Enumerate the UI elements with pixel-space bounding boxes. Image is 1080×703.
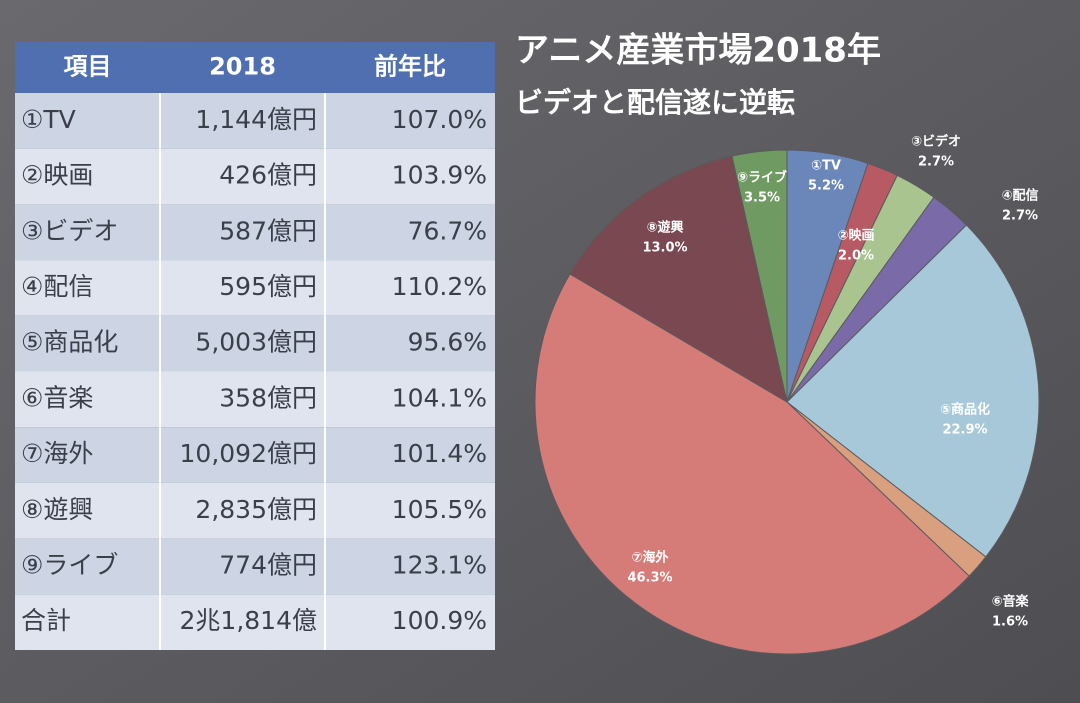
pie-slice bbox=[569, 155, 788, 404]
table-row-bg bbox=[15, 260, 495, 316]
slice-label: ④配信 bbox=[1001, 188, 1038, 204]
table-cell: ⑥音楽 bbox=[21, 383, 93, 412]
pie-slice bbox=[786, 224, 1040, 558]
table-cell: 合計 bbox=[21, 606, 71, 635]
table-cell: 95.6% bbox=[408, 328, 487, 357]
pie-slice bbox=[534, 273, 970, 655]
table-cell: ⑤商品化 bbox=[21, 328, 118, 357]
table-cell: 2兆1,814億 bbox=[180, 606, 317, 635]
table-cell: ⑧遊興 bbox=[21, 495, 93, 524]
table-row-bg bbox=[15, 148, 495, 205]
table-header-cell: 2018 bbox=[209, 53, 276, 81]
table-cell: 587億円 bbox=[219, 216, 317, 245]
slice-value-label: 3.5% bbox=[744, 191, 780, 206]
table-cell: 358億円 bbox=[219, 383, 317, 412]
slice-label: ⑧遊興 bbox=[646, 220, 683, 236]
table-cell: 100.9% bbox=[392, 606, 487, 635]
slice-label: ①TV bbox=[811, 159, 841, 174]
slice-value-label: 2.7% bbox=[918, 155, 954, 170]
slice-value-label: 46.3% bbox=[627, 571, 672, 586]
table-cell: ⑨ライブ bbox=[21, 550, 118, 579]
table-cell: ②映画 bbox=[21, 161, 93, 190]
slice-value-label: 2.0% bbox=[838, 249, 874, 264]
table-row-bg bbox=[15, 427, 495, 483]
table-cell: 107.0% bbox=[392, 105, 487, 134]
table-cell: 774億円 bbox=[219, 550, 317, 579]
table-row-bg bbox=[15, 538, 495, 595]
table-row-bg bbox=[15, 482, 495, 539]
table-cell: 101.4% bbox=[392, 439, 487, 468]
slice-label: ⑥音楽 bbox=[991, 594, 1029, 610]
table-cell: 104.1% bbox=[392, 383, 487, 412]
table-cell: 123.1% bbox=[392, 550, 487, 579]
table-row-bg bbox=[15, 371, 495, 428]
slice-value-label: 2.7% bbox=[1002, 209, 1038, 224]
table-cell: 426億円 bbox=[219, 161, 317, 190]
slice-label: ⑨ライブ bbox=[737, 170, 787, 186]
table-cell: 103.9% bbox=[392, 161, 487, 190]
table-header-cell: 項目 bbox=[64, 53, 112, 81]
slice-value-label: 22.9% bbox=[942, 423, 987, 438]
table-cell: 105.5% bbox=[392, 495, 487, 524]
pie-slice bbox=[731, 149, 788, 403]
slice-value-label: 1.6% bbox=[992, 615, 1028, 630]
table-cell: ⑦海外 bbox=[21, 439, 93, 468]
table-cell: 5,003億円 bbox=[195, 328, 317, 357]
table-row-bg bbox=[15, 204, 495, 261]
table-cell: ①TV bbox=[21, 105, 76, 134]
slice-label: ⑦海外 bbox=[631, 550, 668, 566]
chart-title: アニメ産業市場2018年 bbox=[515, 31, 881, 71]
table-cell: 1,144億円 bbox=[195, 105, 317, 134]
table-row-bg bbox=[15, 594, 495, 650]
slice-label: ③ビデオ bbox=[911, 134, 961, 150]
table-cell: 2,835億円 bbox=[195, 495, 317, 524]
table-row-bg bbox=[15, 93, 495, 149]
table-cell: ④配信 bbox=[21, 272, 93, 301]
slice-value-label: 5.2% bbox=[808, 179, 844, 194]
slice-label: ⑤商品化 bbox=[940, 402, 990, 418]
chart-subtitle: ビデオと配信遂に逆転 bbox=[515, 86, 795, 119]
table-header-cell: 前年比 bbox=[374, 53, 446, 81]
slice-label: ②映画 bbox=[837, 228, 874, 244]
table-cell: 110.2% bbox=[392, 272, 487, 301]
table-cell: ③ビデオ bbox=[21, 216, 118, 245]
table-cell: 76.7% bbox=[408, 216, 487, 245]
table-cell: 595億円 bbox=[219, 272, 317, 301]
table-header-bg bbox=[15, 42, 495, 93]
table-cell: 10,092億円 bbox=[180, 439, 317, 468]
table-row-bg bbox=[15, 315, 495, 372]
slice-value-label: 13.0% bbox=[642, 241, 687, 256]
